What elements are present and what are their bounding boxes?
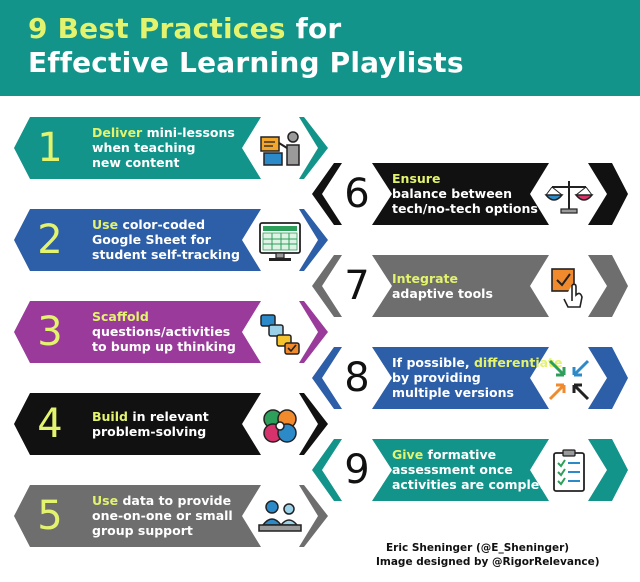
item-line2: balance between	[392, 186, 538, 201]
item-rest: mini-lessons	[147, 125, 235, 140]
item-text: Use color-coded Google Sheet for student…	[92, 217, 240, 262]
item-text: Build in relevant problem-solving	[92, 409, 209, 439]
item-line3: student self-tracking	[92, 247, 240, 262]
item-number: 6	[329, 163, 385, 225]
item-line2: adaptive tools	[392, 286, 493, 301]
title-rest: for	[296, 12, 342, 45]
item-rest: formative	[428, 447, 497, 462]
item-text: Deliver mini-lessons when teaching new c…	[92, 125, 235, 170]
practice-item-7: 7 Integrate adaptive tools	[312, 255, 628, 317]
item-line3: to bump up thinking	[92, 339, 236, 354]
item-line2: Google Sheet for	[92, 232, 240, 247]
practice-item-3: 3 Scaffold questions/activities to bump …	[14, 301, 328, 363]
item-number: 3	[22, 301, 78, 363]
item-text: Scaffold questions/activities to bump up…	[92, 309, 236, 354]
item-number: 2	[22, 209, 78, 271]
practice-item-5: 5 Use data to provide one-on-one or smal…	[14, 485, 328, 547]
small-group-icon	[247, 485, 313, 551]
item-number: 1	[22, 117, 78, 179]
item-keyword: Use	[92, 493, 118, 508]
item-text: Give formative assessment once activitie…	[392, 447, 554, 492]
practice-item-2: 2 Use color-coded Google Sheet for stude…	[14, 209, 328, 271]
item-line3: group support	[92, 523, 233, 538]
stacked-cards-icon	[247, 301, 313, 367]
item-keyword: Build	[92, 409, 128, 424]
item-line2: assessment once	[392, 462, 554, 477]
item-line3: activities are complete	[392, 477, 554, 492]
item-text: Integrate adaptive tools	[392, 271, 493, 301]
teacher-board-icon	[247, 117, 313, 183]
item-line2: problem-solving	[92, 424, 209, 439]
item-keyword: Use	[92, 217, 118, 232]
credit-author: Eric Sheninger (@E_Sheninger)	[386, 541, 636, 555]
page-title-line2: Effective Learning Playlists	[28, 46, 464, 80]
gears-puzzle-icon	[247, 393, 313, 459]
item-keyword: Scaffold	[92, 309, 149, 324]
spreadsheet-monitor-icon	[247, 209, 313, 275]
item-line3: tech/no-tech options	[392, 201, 538, 216]
item-number: 9	[329, 439, 385, 501]
credit-designer: Image designed by @RigorRelevance)	[376, 555, 626, 569]
item-number: 7	[329, 255, 385, 317]
item-line2: questions/activities	[92, 324, 236, 339]
title-highlight: Best Practices	[58, 12, 286, 45]
practice-item-9: 9 Give formative assessment once activit…	[312, 439, 628, 501]
practice-item-6: 6 Ensure balance between tech/no-tech op…	[312, 163, 628, 225]
header-banner: 9 Best Practices for Effective Learning …	[0, 0, 640, 96]
practice-item-4: 4 Build in relevant problem-solving	[14, 393, 328, 455]
practice-item-8: 8 If possible, differentiate by providin…	[312, 347, 628, 409]
item-number: 5	[22, 485, 78, 547]
page-title: 9 Best Practices for	[28, 12, 341, 46]
balance-scale-icon	[536, 163, 602, 229]
item-keyword: Ensure	[392, 171, 440, 186]
item-rest: color-coded	[122, 217, 205, 232]
item-line2: when teaching	[92, 140, 235, 155]
item-keyword: Integrate	[392, 271, 458, 286]
item-text: Use data to provide one-on-one or small …	[92, 493, 233, 538]
item-number: 4	[22, 393, 78, 455]
item-line2: one-on-one or small	[92, 508, 233, 523]
item-line3: new content	[92, 155, 235, 170]
item-text: Ensure balance between tech/no-tech opti…	[392, 171, 538, 216]
checklist-clipboard-icon	[536, 439, 602, 505]
item-number: 8	[329, 347, 385, 409]
item-keyword: Deliver	[92, 125, 142, 140]
title-number: 9	[28, 12, 48, 45]
item-rest: in relevant	[132, 409, 208, 424]
converging-arrows-icon	[536, 347, 602, 413]
touch-select-icon	[536, 255, 602, 321]
item-rest: data to provide	[122, 493, 231, 508]
item-keyword: Give	[392, 447, 423, 462]
item-prefix: If possible,	[392, 355, 470, 370]
practice-item-1: 1 Deliver mini-lessons when teaching new…	[14, 117, 328, 179]
